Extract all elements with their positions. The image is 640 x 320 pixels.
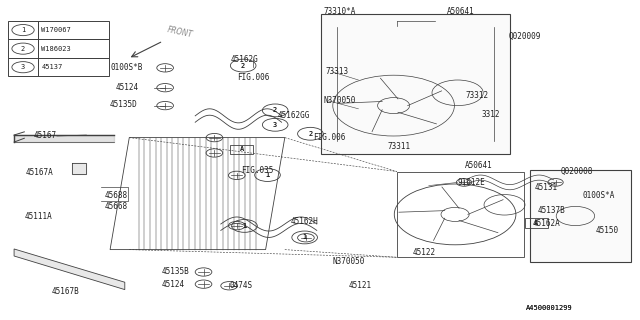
Text: FIG.006: FIG.006 <box>314 133 346 142</box>
Text: 0100S*B: 0100S*B <box>110 63 143 72</box>
Text: A: A <box>534 220 538 226</box>
Bar <box>8 21 38 39</box>
Text: 1: 1 <box>266 172 269 178</box>
Text: 45111A: 45111A <box>24 212 52 221</box>
Bar <box>530 170 631 262</box>
Text: 45121: 45121 <box>349 281 372 290</box>
Bar <box>38 21 109 39</box>
Text: 0474S: 0474S <box>229 281 252 290</box>
Text: 45124: 45124 <box>116 83 139 92</box>
Text: 45135D: 45135D <box>110 100 138 109</box>
Text: 2: 2 <box>21 46 25 52</box>
Bar <box>525 219 548 228</box>
Polygon shape <box>110 138 285 250</box>
Text: 45162G: 45162G <box>230 55 258 64</box>
Text: 1: 1 <box>243 223 246 229</box>
Text: 73313: 73313 <box>325 68 348 76</box>
Text: 45124: 45124 <box>161 280 184 289</box>
Text: 3: 3 <box>273 122 277 128</box>
Text: 2: 2 <box>308 131 312 137</box>
Text: Q020008: Q020008 <box>561 167 593 176</box>
Text: 73311: 73311 <box>387 142 410 151</box>
Text: 45122: 45122 <box>412 248 435 257</box>
Text: 45167: 45167 <box>33 132 56 140</box>
Text: 45668: 45668 <box>104 202 127 211</box>
Text: 91612E: 91612E <box>458 178 485 187</box>
Text: A4500001299: A4500001299 <box>526 305 573 311</box>
Text: 2: 2 <box>241 63 245 68</box>
Text: 2: 2 <box>273 108 277 113</box>
Text: A50641: A50641 <box>447 7 474 16</box>
Bar <box>38 39 109 58</box>
Bar <box>230 145 253 154</box>
Text: 45150: 45150 <box>595 226 618 235</box>
Text: 1: 1 <box>21 27 25 33</box>
Text: A: A <box>240 147 244 152</box>
Bar <box>321 14 510 154</box>
Text: W170067: W170067 <box>42 27 71 33</box>
Text: 45688: 45688 <box>104 191 127 200</box>
Text: 45137B: 45137B <box>538 206 565 215</box>
Text: 3312: 3312 <box>482 110 500 119</box>
Text: 73310*A: 73310*A <box>324 7 356 16</box>
Text: 0100S*A: 0100S*A <box>582 191 615 200</box>
Text: 45167B: 45167B <box>51 287 79 296</box>
Text: 1: 1 <box>303 235 307 240</box>
Text: FIG.006: FIG.006 <box>237 73 269 82</box>
Text: 45131: 45131 <box>535 183 558 192</box>
Polygon shape <box>14 249 125 290</box>
Text: 45135B: 45135B <box>161 267 189 276</box>
Text: Q020009: Q020009 <box>509 32 541 41</box>
Text: N370050: N370050 <box>333 257 365 266</box>
Text: 45162GG: 45162GG <box>278 111 310 120</box>
Text: 45162A: 45162A <box>533 219 561 228</box>
Text: 45162H: 45162H <box>291 217 318 226</box>
Text: FIG.035: FIG.035 <box>241 166 273 175</box>
Bar <box>8 58 38 76</box>
Text: N370050: N370050 <box>323 96 356 105</box>
Bar <box>38 58 109 76</box>
Bar <box>397 172 524 257</box>
Text: FRONT: FRONT <box>166 26 194 40</box>
Text: W186023: W186023 <box>42 46 71 52</box>
Text: A50641: A50641 <box>465 161 492 170</box>
Text: 3: 3 <box>21 64 25 70</box>
Polygon shape <box>72 163 86 174</box>
Text: 73312: 73312 <box>466 92 489 100</box>
Text: 45137: 45137 <box>42 64 63 70</box>
Text: A4500001299: A4500001299 <box>526 305 573 311</box>
Text: 45167A: 45167A <box>26 168 53 177</box>
Bar <box>8 39 38 58</box>
